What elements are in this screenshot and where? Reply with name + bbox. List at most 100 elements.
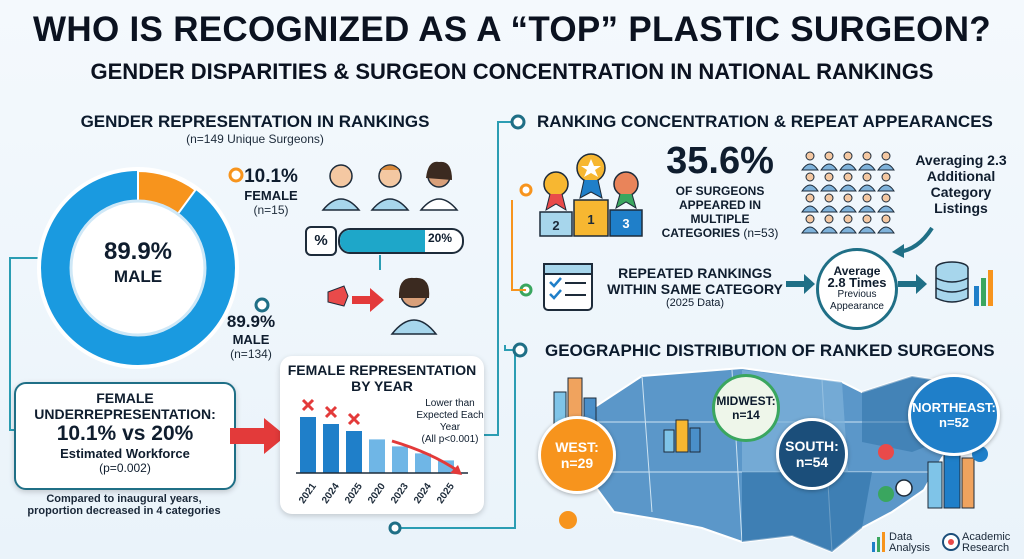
donut-center-label: MALE	[113, 267, 163, 286]
avg-times-badge: Average 2.8 Times Previous Appearance	[816, 248, 898, 330]
podium-3: 3	[622, 216, 629, 231]
person-body-icon	[877, 205, 895, 213]
person-head-icon	[824, 193, 834, 203]
footnote-line1: Compared to inaugural years,	[46, 493, 202, 505]
female-by-year-card: FEMALE REPRESENTATION BY YEAR	[280, 356, 484, 514]
year-bar	[392, 446, 408, 473]
person-head-icon	[824, 214, 834, 224]
underrep-line4: Estimated Workforce	[60, 446, 190, 461]
person-body-icon	[820, 205, 838, 213]
person-head-icon	[805, 172, 815, 182]
person-head-icon	[881, 193, 891, 203]
person-head-icon	[824, 172, 834, 182]
concentration-heading: RANKING CONCENTRATION & REPEAT APPEARANC…	[537, 112, 993, 131]
northeast-n: n=52	[939, 415, 969, 430]
repeat-line3: (2025 Data)	[665, 297, 725, 309]
person-body-icon	[820, 163, 838, 171]
region-midwest: MIDWEST: n=14	[712, 374, 780, 442]
logo1-line1: Data	[889, 531, 913, 543]
person-body-icon	[801, 205, 819, 213]
person-body-icon	[877, 226, 895, 234]
female-pct: 10.1%	[244, 166, 298, 187]
x-mark-icon	[347, 412, 361, 426]
person-body-icon	[820, 184, 838, 192]
midwest-name: MIDWEST:	[716, 394, 776, 408]
x-mark-icon	[301, 398, 315, 412]
academic-seal-icon	[942, 533, 960, 551]
x-mark-icon	[324, 405, 338, 419]
by-year-note3: (All p<0.001)	[421, 434, 479, 445]
year-label: 2023	[389, 481, 411, 505]
underrep-footnote: Compared to inaugural years, proportion …	[0, 493, 248, 517]
person-body-icon	[839, 226, 857, 234]
times-line3: Previous	[837, 289, 877, 300]
red-arrow-icon	[230, 418, 286, 454]
underrep-line2: UNDERREPRESENTATION:	[34, 406, 216, 422]
year-label: 2024	[320, 481, 342, 505]
decline-arrow	[391, 439, 459, 473]
decline-arrow-head	[450, 465, 462, 475]
desc-line2: APPEARED IN	[678, 198, 761, 212]
avg-listings: Averaging 2.3 Additional Category Listin…	[902, 152, 1020, 216]
person-body-icon	[858, 184, 876, 192]
person-head-icon	[824, 151, 834, 161]
year-bar	[438, 460, 454, 473]
person-head-icon	[862, 172, 872, 182]
person-body-icon	[858, 226, 876, 234]
progress-fill	[340, 230, 426, 252]
by-year-title1: FEMALE REPRESENTATION	[287, 362, 477, 378]
award-ribbons-icon: 2 1 3	[539, 153, 643, 237]
person-body-icon	[801, 184, 819, 192]
underrepresentation-card: FEMALE UNDERREPRESENTATION: 10.1% vs 20%…	[14, 382, 236, 490]
by-year-note2: Expected Each Year	[416, 410, 484, 433]
podium-2: 2	[552, 218, 559, 233]
person-head-icon	[881, 151, 891, 161]
female-by-year-bars: 2021 2024 2025 2020 2023 2024 2025	[296, 398, 468, 505]
person-head-icon	[862, 214, 872, 224]
year-label: 2020	[366, 481, 388, 505]
avg-line4: Listings	[934, 200, 988, 216]
page-title: WHO IS RECOGNIZED AS A “TOP” PLASTIC SUR…	[33, 10, 991, 49]
year-label: 2024	[412, 481, 434, 505]
south-n: n=54	[795, 454, 829, 470]
workforce-progress-bar	[338, 228, 464, 254]
year-label: 2021	[297, 481, 319, 505]
year-bar	[415, 453, 431, 473]
surgeon-grid-icon	[801, 151, 895, 234]
times-line4: Appearance	[830, 301, 884, 312]
region-south: SOUTH: n=54	[776, 418, 848, 490]
desc-line4: CATEGORIES	[661, 226, 741, 240]
underrep-line1: FEMALE	[96, 390, 154, 406]
northeast-name: NORTHEAST:	[912, 400, 996, 415]
repeat-line1: REPEATED RANKINGS	[618, 265, 772, 281]
person-head-icon	[843, 193, 853, 203]
male-stat: 89.9% MALE (n=134)	[214, 312, 288, 361]
times-line2: 2.8 Times	[827, 275, 887, 290]
logo2-line2: Research	[962, 542, 1010, 554]
male-pct: 89.9%	[226, 312, 276, 331]
person-body-icon	[820, 226, 838, 234]
donut-center-pct: 89.9%	[103, 238, 173, 265]
podium-1: 1	[587, 212, 594, 227]
gender-donut-chart	[37, 167, 239, 369]
female-n: (n=15)	[253, 203, 289, 217]
person-body-icon	[801, 163, 819, 171]
person-head-icon	[805, 151, 815, 161]
by-year-note1: Lower than	[425, 398, 475, 409]
person-body-icon	[801, 226, 819, 234]
data-analysis-logo: Data Analysis	[889, 532, 930, 554]
person-body-icon	[877, 184, 895, 192]
by-year-note: Lower than Expected Each Year (All p<0.0…	[414, 398, 486, 446]
midwest-n: n=14	[732, 408, 760, 422]
south-name: SOUTH:	[785, 438, 839, 454]
male-n: (n=134)	[230, 347, 272, 361]
region-northeast: NORTHEAST: n=52	[908, 374, 1000, 456]
bar-chart-icon	[872, 532, 885, 552]
curved-arrow-icon	[892, 226, 934, 258]
avg-line1: Averaging 2.3	[915, 152, 1007, 168]
geo-heading: GEOGRAPHIC DISTRIBUTION OF RANKED SURGEO…	[545, 341, 995, 360]
underrep-line5: (p=0.002)	[99, 461, 151, 475]
times-line1: Average	[833, 264, 881, 278]
person-head-icon	[862, 193, 872, 203]
